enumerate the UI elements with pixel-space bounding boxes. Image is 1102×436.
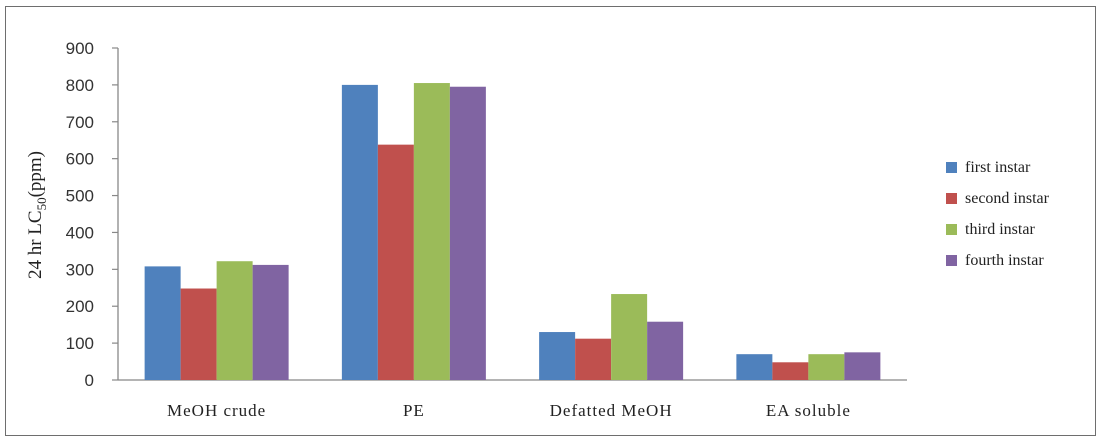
x-category-label: Defatted MeOH <box>550 401 673 420</box>
y-tick-label: 400 <box>66 223 94 242</box>
bar-first-instar-defatted-meoh <box>539 332 576 380</box>
bar-chart: 900 800 700 600 500 400 300 200 100 0 MeOH crude P… <box>25 39 1050 420</box>
y-axis-label-unit: (ppm) <box>25 151 46 197</box>
bar-second-instar-ea-soluble <box>772 362 809 380</box>
bar-fourth-instar-defatted-meoh <box>647 321 684 380</box>
bar-second-instar-defatted-meoh <box>575 338 612 380</box>
y-tick-label: 300 <box>66 260 94 279</box>
bar-fourth-instar-ea-soluble <box>844 352 881 380</box>
y-axis-label-subscript: 50 <box>34 197 49 210</box>
bar-second-instar-meoh-crude <box>180 288 217 380</box>
legend-swatch <box>946 193 957 204</box>
bar-third-instar-defatted-meoh <box>611 294 648 380</box>
x-category-label: EA soluble <box>766 401 851 420</box>
y-axis <box>112 47 119 381</box>
x-category-label: PE <box>403 401 425 420</box>
y-tick-label: 900 <box>66 39 94 58</box>
y-tick-labels: 900 800 700 600 500 400 300 200 100 0 <box>66 39 94 390</box>
legend-label: second instar <box>965 190 1050 207</box>
y-tick-label: 600 <box>66 150 94 169</box>
legend: first instar second instar third instar fou… <box>946 159 1050 269</box>
legend-swatch <box>946 224 957 235</box>
legend-label: first instar <box>965 159 1031 176</box>
y-axis-label-main: 24 hr LC <box>25 210 46 279</box>
legend-swatch <box>946 255 957 266</box>
bar-first-instar-pe <box>341 84 378 380</box>
y-axis-label: 24 hr LC50(ppm) <box>25 151 49 279</box>
y-tick-label: 100 <box>66 334 94 353</box>
bar-third-instar-ea-soluble <box>808 354 845 380</box>
y-tick-label: 800 <box>66 76 94 95</box>
legend-swatch <box>946 162 957 173</box>
y-tick-label: 0 <box>85 371 94 390</box>
x-category-label: MeOH crude <box>167 401 266 420</box>
y-tick-label: 200 <box>66 297 94 316</box>
bar-third-instar-pe <box>413 83 450 381</box>
bar-first-instar-meoh-crude <box>144 266 181 380</box>
y-tick-label: 700 <box>66 113 94 132</box>
x-category-labels: MeOH crude PE Defatted MeOH EA soluble <box>167 401 851 420</box>
bar-third-instar-meoh-crude <box>216 261 253 380</box>
legend-label: third instar <box>965 221 1035 238</box>
legend-label: fourth instar <box>965 252 1044 269</box>
bars <box>144 83 881 381</box>
bar-fourth-instar-meoh-crude <box>252 264 289 380</box>
bar-first-instar-ea-soluble <box>736 354 773 380</box>
y-tick-label: 500 <box>66 187 94 206</box>
bar-second-instar-pe <box>377 144 414 380</box>
bar-fourth-instar-pe <box>449 86 486 380</box>
